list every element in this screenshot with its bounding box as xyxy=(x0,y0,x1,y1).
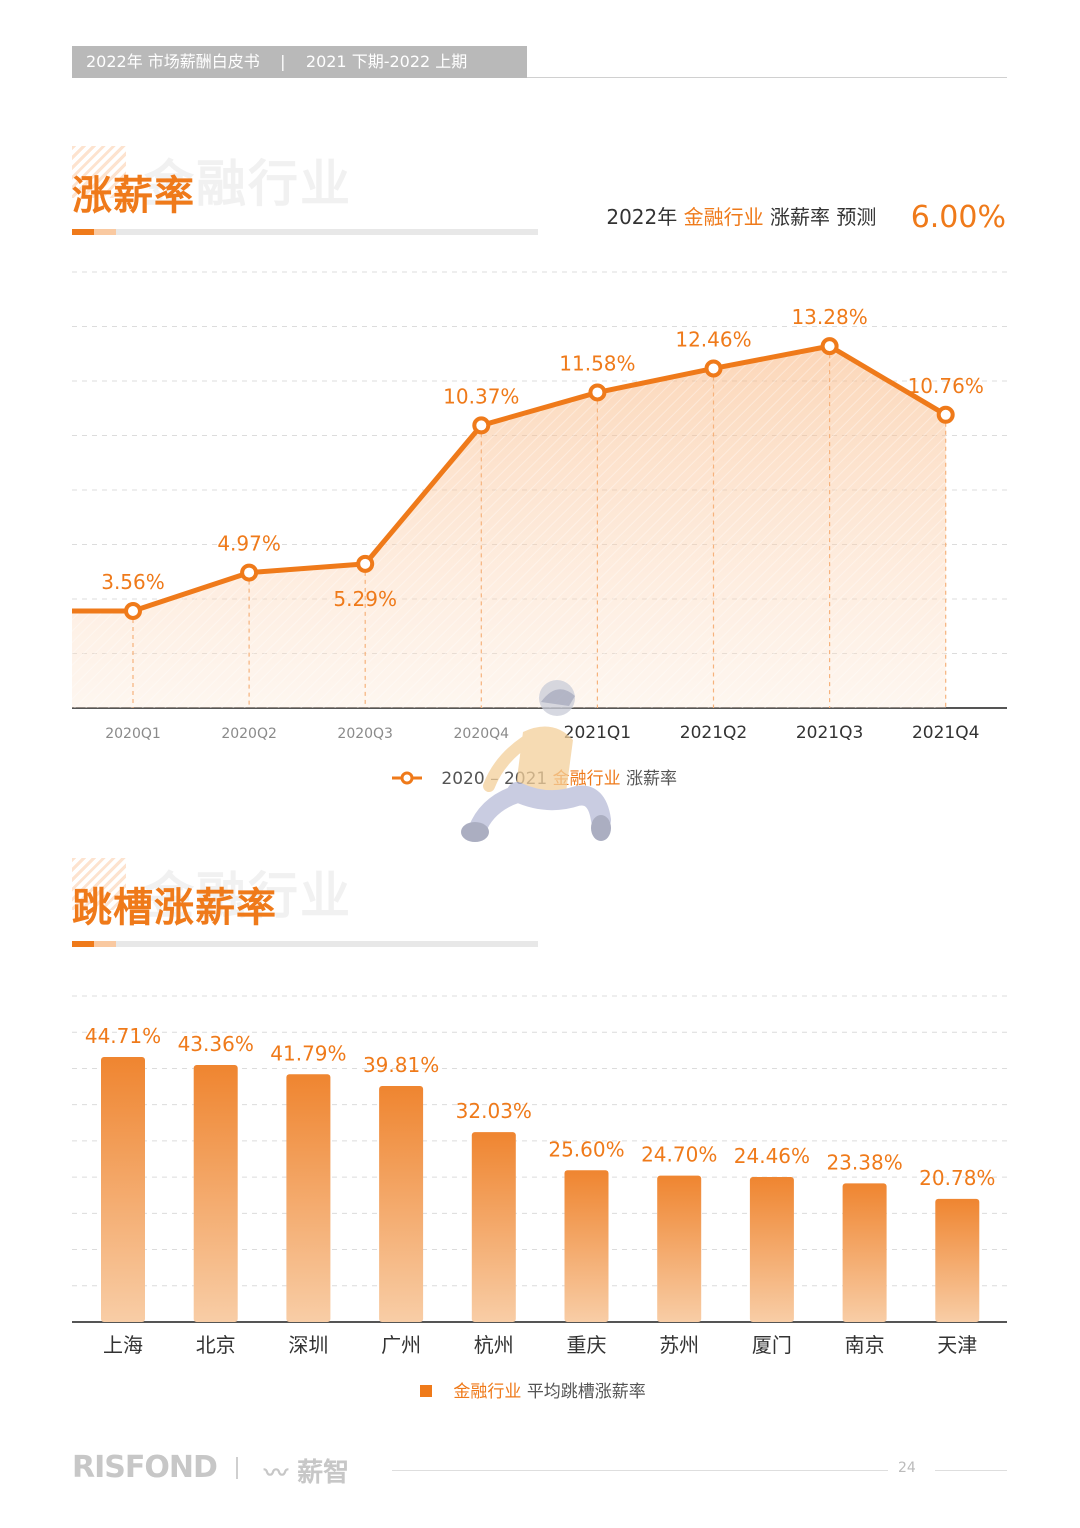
bar-value-label: 24.70% xyxy=(641,1143,717,1167)
x-tick-label: 杭州 xyxy=(474,1333,514,1357)
data-label: 5.29% xyxy=(333,587,397,611)
line-area-hatch xyxy=(72,346,946,708)
bar-value-label: 25.60% xyxy=(548,1137,624,1161)
x-tick-label: 北京 xyxy=(196,1333,236,1357)
section-title-job-hop-rate: 跳槽涨薪率 xyxy=(72,885,277,931)
footer-line-right xyxy=(935,1470,1007,1471)
raise-rate-line-chart: 3.56% 4.97% 5.29% 10.37% 11.58% 12.46% 13.28% 1… xyxy=(72,271,1007,743)
footer-brand-text: 薪智 xyxy=(297,1458,350,1488)
footer-divider xyxy=(236,1457,238,1479)
section-watermark: 金融行业 xyxy=(144,155,352,213)
bar xyxy=(749,1177,794,1322)
x-tick-label: 厦门 xyxy=(752,1333,792,1357)
data-label: 4.97% xyxy=(217,532,281,556)
x-tick-label: 广州 xyxy=(381,1333,421,1357)
data-label: 13.28% xyxy=(791,305,867,329)
x-tick-label: 2021Q2 xyxy=(680,723,747,743)
x-tick-label: 南京 xyxy=(845,1333,885,1357)
data-label: 10.76% xyxy=(908,374,984,398)
section-title-underline xyxy=(72,941,538,947)
bar xyxy=(564,1170,609,1322)
x-tick-label: 2021Q3 xyxy=(796,723,863,743)
forecast-prefix: 2022年 xyxy=(606,205,678,229)
x-tick-label: 2020Q2 xyxy=(221,726,277,742)
job-hop-raise-bar-chart: 44.71% 43.36% 41.79% 39.81% 32.03% 25.60% 24.7… xyxy=(72,995,1007,1357)
section-watermark: 金融行业 xyxy=(144,867,352,925)
bar-value-label: 20.78% xyxy=(919,1166,995,1190)
bar xyxy=(101,1056,145,1322)
bar-value-label: 39.81% xyxy=(363,1053,439,1077)
data-label: 11.58% xyxy=(559,351,635,375)
x-tick-label: 上海 xyxy=(103,1333,143,1357)
bar xyxy=(471,1132,516,1322)
data-point xyxy=(124,601,142,620)
x-tick-label: 2021Q1 xyxy=(564,723,631,743)
legend-industry: 金融行业 xyxy=(552,769,621,789)
x-tick-label: 2020Q4 xyxy=(454,726,510,742)
footer-xinzhi-logo: 〰 薪智 xyxy=(264,1452,349,1489)
forecast-statement: 2022年 金融行业 涨薪率 预测 6.00% xyxy=(606,200,1006,235)
bar xyxy=(842,1183,887,1322)
runner-illustration-icon xyxy=(461,680,611,842)
wave-icon: 〰 xyxy=(264,1459,288,1487)
bar-value-label: 41.79% xyxy=(270,1041,346,1065)
bar-value-label: 44.71% xyxy=(85,1024,161,1048)
legend-metric: 平均跳槽涨薪率 xyxy=(526,1382,646,1402)
data-label: 10.37% xyxy=(443,384,519,408)
bar xyxy=(193,1064,238,1322)
forecast-industry: 金融行业 xyxy=(683,205,764,229)
page-number: 24 xyxy=(898,1460,916,1476)
data-point xyxy=(936,405,955,424)
header-divider xyxy=(527,77,1007,78)
x-tick-label: 2020Q3 xyxy=(337,726,393,742)
bar-value-label: 24.46% xyxy=(734,1144,810,1168)
data-label: 3.56% xyxy=(101,570,165,594)
data-point xyxy=(704,359,723,378)
x-tick-label: 天津 xyxy=(937,1333,977,1357)
footer-line-left xyxy=(392,1470,888,1471)
data-label: 12.46% xyxy=(675,327,751,351)
bar xyxy=(379,1086,424,1322)
data-point xyxy=(588,383,607,402)
data-point xyxy=(240,563,259,582)
section-title-raise-rate: 涨薪率 xyxy=(72,173,195,219)
bar-value-label: 23.38% xyxy=(826,1150,902,1174)
section-hatch-decoration xyxy=(72,858,126,910)
x-tick-label: 2021Q4 xyxy=(912,723,979,743)
forecast-suffix: 涨薪率 预测 xyxy=(769,205,877,229)
data-point xyxy=(820,337,839,356)
forecast-value: 6.00% xyxy=(910,200,1006,235)
bar-value-label: 43.36% xyxy=(178,1032,254,1056)
section-title-underline xyxy=(72,229,538,235)
x-tick-label: 2020Q1 xyxy=(105,726,161,742)
section-hatch-decoration xyxy=(72,146,126,198)
footer-risfond-logo: RISFOND xyxy=(72,1450,218,1485)
bar xyxy=(657,1175,702,1322)
x-tick-label: 深圳 xyxy=(288,1333,328,1357)
x-tick-label: 重庆 xyxy=(567,1333,607,1357)
x-tick-label: 苏州 xyxy=(659,1333,699,1357)
bar xyxy=(286,1074,331,1322)
legend-metric: 涨薪率 xyxy=(626,769,678,789)
bar-chart-legend: 金融行业 平均跳槽涨薪率 xyxy=(420,1377,646,1402)
report-header: 2022年 市场薪酬白皮书 | 2021 下期-2022 上期 xyxy=(72,46,527,78)
data-point xyxy=(472,416,491,435)
bar-value-label: 32.03% xyxy=(456,1099,532,1123)
legend-bar-marker-icon xyxy=(420,1385,432,1397)
legend-line-marker-icon xyxy=(392,771,422,785)
data-point xyxy=(356,554,375,573)
bar xyxy=(935,1198,980,1322)
legend-industry: 金融行业 xyxy=(453,1382,522,1402)
